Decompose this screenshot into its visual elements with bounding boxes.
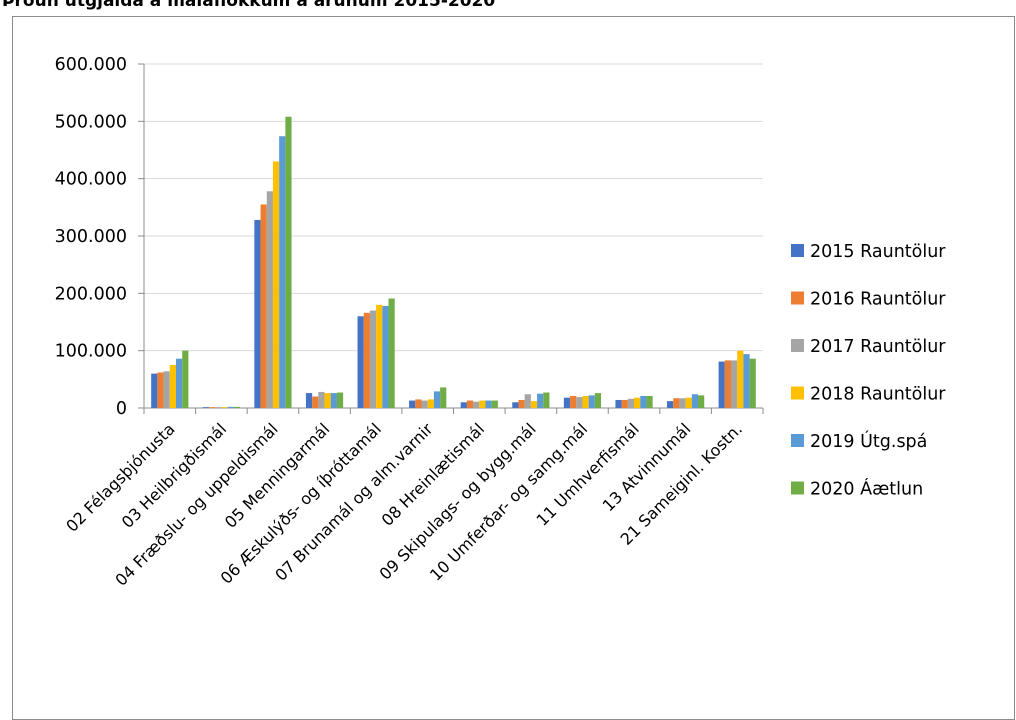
y-tick-label: 300.000 (55, 227, 127, 247)
y-tick-label: 200.000 (55, 284, 127, 304)
bar (285, 116, 292, 408)
y-tick-label: 100.000 (55, 342, 127, 362)
bar (563, 397, 571, 408)
legend-swatch (791, 339, 804, 352)
bar (279, 136, 286, 409)
bar (415, 399, 422, 408)
bar (491, 400, 498, 408)
bar (318, 391, 325, 408)
bar (305, 393, 313, 408)
legend-label: 2019 Útg.spá (810, 430, 927, 452)
bar (336, 392, 344, 408)
bar (640, 395, 647, 408)
bar (570, 395, 577, 408)
y-tick-label: 400.000 (55, 170, 127, 190)
bar (421, 400, 428, 408)
bar (427, 399, 434, 408)
bar (615, 399, 622, 408)
legend-swatch (791, 244, 804, 257)
bar (440, 387, 447, 408)
y-tick-label: 0 (116, 399, 127, 419)
legend-label: 2015 Rauntölur (810, 242, 946, 262)
legend-label: 2018 Rauntölur (810, 385, 946, 405)
bar (718, 361, 725, 408)
bar (679, 398, 686, 408)
bar (749, 358, 756, 408)
bar (175, 358, 183, 408)
bar (369, 310, 377, 408)
bar (260, 204, 267, 408)
bar (667, 401, 674, 408)
bar (330, 393, 337, 408)
legend-swatch (791, 386, 804, 400)
bar (518, 399, 525, 408)
bar (673, 398, 680, 408)
legend-swatch (791, 291, 804, 305)
bar (621, 399, 628, 408)
bar (169, 365, 176, 408)
legend-label: 2020 Áætlun (810, 478, 923, 500)
bar (479, 400, 486, 408)
legend-label: 2016 Rauntölur (810, 290, 946, 310)
bar (233, 406, 240, 408)
bar (202, 407, 209, 408)
bar (272, 161, 280, 408)
bar (324, 393, 331, 408)
bar (208, 407, 216, 408)
bar (312, 396, 319, 408)
bar (737, 350, 744, 408)
bar (151, 373, 158, 408)
y-tick-label: 600.000 (55, 55, 127, 75)
bar (254, 219, 261, 408)
bar (743, 354, 750, 408)
bar (582, 395, 589, 408)
bar (485, 400, 492, 408)
bar (646, 395, 653, 408)
bar (466, 400, 474, 408)
bar (376, 304, 383, 408)
bar (685, 397, 692, 408)
bar (221, 407, 228, 408)
bar (576, 397, 583, 408)
bar (731, 360, 738, 408)
legend-swatch (791, 481, 804, 495)
bar (266, 191, 273, 408)
bar (163, 371, 170, 408)
bar (227, 406, 234, 408)
bar (409, 400, 416, 408)
bar (157, 372, 164, 408)
bar (698, 395, 705, 408)
bar (460, 402, 467, 408)
bar (512, 402, 519, 408)
legend-swatch (791, 434, 804, 447)
legend-label: 2017 Rauntölur (810, 337, 946, 357)
x-category-label: 13 Atvinnumál (599, 419, 695, 515)
bar (543, 392, 550, 408)
bar (215, 407, 222, 408)
bar (433, 391, 441, 408)
chart-title: Þróun útgjalda á málaflokkum á árunum 20… (2, 0, 496, 11)
bar (594, 393, 602, 408)
bar (182, 350, 189, 408)
bar (357, 316, 364, 408)
y-tick-label: 500.000 (55, 112, 127, 132)
bar (588, 395, 595, 408)
bar (473, 401, 480, 408)
bar (382, 305, 389, 408)
bar (724, 360, 732, 408)
bar (530, 401, 538, 408)
bar (524, 394, 531, 408)
bar (363, 312, 370, 408)
bar (537, 393, 544, 408)
bar (634, 397, 641, 408)
bar (627, 398, 635, 408)
bar (691, 394, 699, 408)
bar (388, 298, 395, 408)
